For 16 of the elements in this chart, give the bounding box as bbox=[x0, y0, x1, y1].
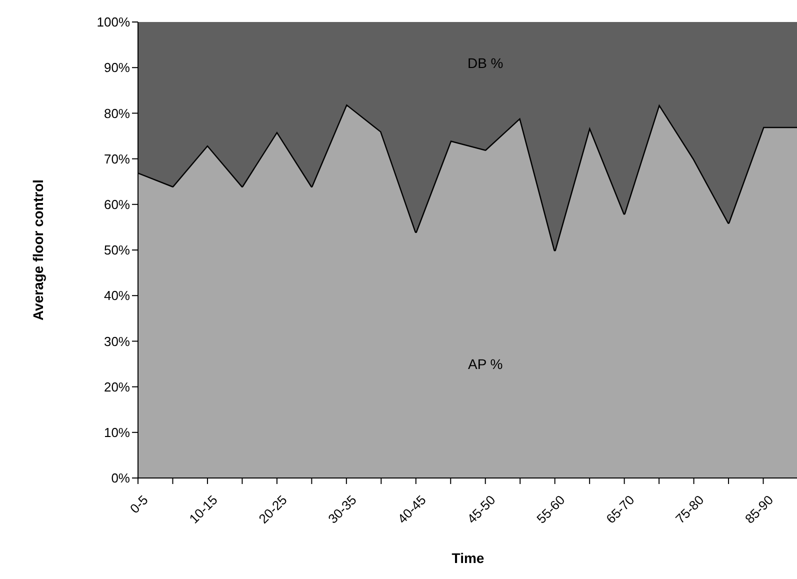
y-tick-label: 0% bbox=[111, 470, 130, 486]
y-axis-title: Average floor control bbox=[30, 179, 46, 321]
series-label: DB % bbox=[467, 55, 504, 72]
y-tick-label: 30% bbox=[104, 334, 130, 349]
y-tick-label: 50% bbox=[104, 242, 130, 258]
x-axis-title: Time bbox=[452, 550, 484, 566]
series-label: AP % bbox=[468, 356, 503, 372]
y-tick-label: 60% bbox=[104, 197, 130, 212]
y-tick-label: 100% bbox=[96, 14, 130, 30]
y-tick-label: 20% bbox=[104, 379, 130, 394]
y-tick-label: 90% bbox=[104, 60, 130, 76]
y-tick-label: 10% bbox=[104, 425, 130, 440]
y-tick-label: 40% bbox=[104, 288, 130, 304]
y-tick-label: 80% bbox=[104, 106, 130, 121]
y-tick-label: 70% bbox=[104, 151, 130, 166]
x-tick-label: 0-5 bbox=[127, 492, 151, 516]
